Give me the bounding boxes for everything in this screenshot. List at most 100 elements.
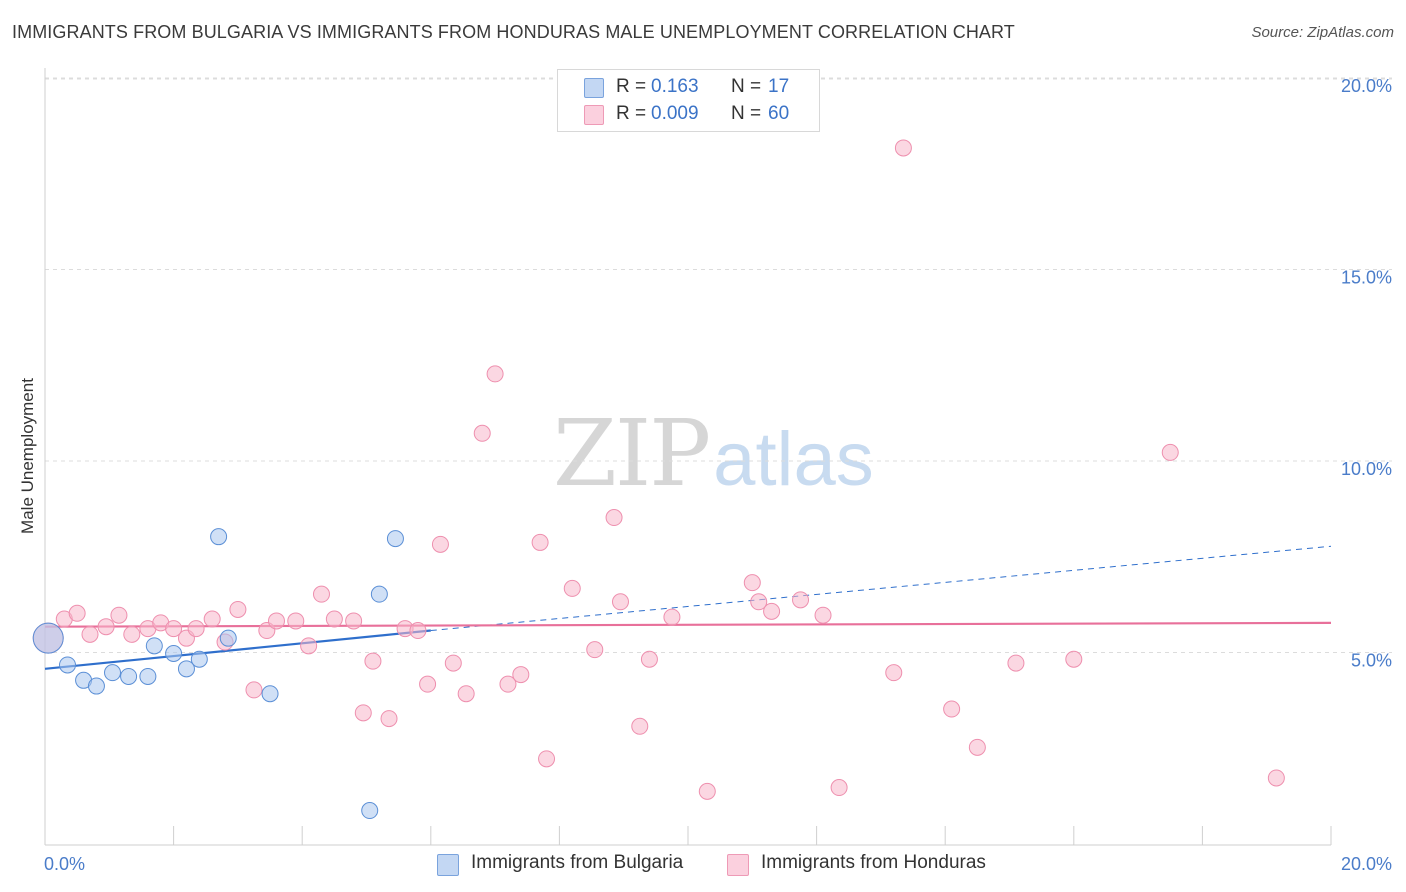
source-label: Source: ZipAtlas.com [1251,24,1394,41]
point-honduras [1161,443,1179,461]
axes [44,68,1332,846]
point-honduras [586,641,604,659]
point-honduras [229,600,247,618]
point-honduras [165,620,183,638]
chart-title: IMMIGRANTS FROM BULGARIA VS IMMIGRANTS F… [12,22,1015,42]
legend-r-label: R = [616,103,647,124]
point-honduras [187,620,205,638]
series-legend: Immigrants from Bulgaria Immigrants from… [0,852,1406,878]
point-honduras [763,602,781,620]
trend-line-bulgaria-extension [430,545,1332,632]
legend-swatch-honduras [727,854,749,876]
trend-lines [44,545,1332,670]
point-honduras [531,533,549,551]
legend-swatch-bulgaria [584,78,604,98]
point-bulgaria [87,677,105,695]
legend-label-bulgaria: Immigrants from Bulgaria [471,852,684,873]
correlation-legend: R = 0.163 N = 17 R = 0.009 N = 60 [557,69,820,132]
point-honduras [499,675,517,693]
point-honduras [431,535,449,553]
y-tick-label: 15.0% [1341,268,1392,288]
point-bulgaria [177,660,195,678]
point-bulgaria [120,667,138,685]
point-honduras [457,685,475,703]
point-honduras [605,509,623,527]
point-honduras [110,606,128,624]
point-bulgaria [145,637,163,655]
legend-r-value: 0.009 [651,103,699,124]
legend-swatch-honduras [584,105,604,125]
point-honduras [97,618,115,636]
watermark: ZIPatlas [553,400,874,507]
point-honduras [663,608,681,626]
point-bulgaria [361,802,379,820]
legend-r-value: 0.163 [651,76,699,97]
gridlines [45,77,1392,653]
legend-r-label: R = [616,76,647,97]
point-honduras [300,637,318,655]
y-tick-label: 5.0% [1351,651,1392,671]
point-honduras [325,610,343,628]
point-bulgaria [219,629,237,647]
point-honduras [943,700,961,718]
y-tick-label: 20.0% [1341,76,1392,96]
point-honduras [245,681,263,699]
legend-n-label: N = [731,103,762,124]
point-honduras [409,622,427,640]
point-honduras [203,610,221,628]
point-honduras [894,139,912,157]
point-honduras [267,612,285,630]
legend-row-honduras: R = 0.009 N = 60 [558,101,819,127]
point-honduras [792,591,810,609]
point-honduras [345,612,363,630]
point-bulgaria [59,656,77,674]
legend-n-value: 17 [768,76,790,97]
point-honduras [538,750,556,768]
point-bulgaria [139,667,157,685]
point-honduras [563,579,581,597]
point-bulgaria [104,664,122,682]
point-bulgaria [32,622,64,654]
point-honduras [380,710,398,728]
point-honduras [473,424,491,442]
point-honduras [830,779,848,797]
point-honduras [885,664,903,682]
legend-n-label: N = [731,76,762,97]
point-honduras [743,574,761,592]
point-honduras [287,612,305,630]
point-honduras [512,666,530,684]
point-honduras [968,738,986,756]
point-honduras [419,675,437,693]
point-honduras [364,652,382,670]
point-bulgaria [165,645,183,662]
point-honduras [486,365,504,383]
point-honduras [640,650,658,668]
tick-labels: 5.0% 10.0% 15.0% 20.0% 0.0% 20.0% [44,76,1392,874]
point-honduras [631,717,649,735]
point-bulgaria [210,528,228,546]
point-honduras [81,625,99,643]
point-bulgaria [261,685,279,703]
point-honduras [750,593,768,611]
point-honduras [698,782,716,800]
point-honduras [354,704,372,722]
point-honduras [1267,769,1285,787]
point-honduras [68,604,86,622]
point-honduras [123,625,141,643]
legend-label-honduras: Immigrants from Honduras [761,852,986,873]
legend-swatch-bulgaria [437,854,459,876]
point-bulgaria [370,585,388,603]
point-bulgaria [386,530,404,548]
point-honduras [1007,654,1025,672]
point-honduras [814,606,832,624]
point-honduras [1065,650,1083,668]
x-tick-label: 20.0% [1341,854,1392,874]
point-honduras [312,585,330,603]
point-bulgaria [190,650,208,668]
trend-line-bulgaria [44,629,431,670]
data-points [32,139,1285,820]
y-tick-label: 10.0% [1341,459,1392,479]
legend-row-bulgaria: R = 0.163 N = 17 [558,74,819,100]
x-tick-label: 0.0% [44,854,85,874]
